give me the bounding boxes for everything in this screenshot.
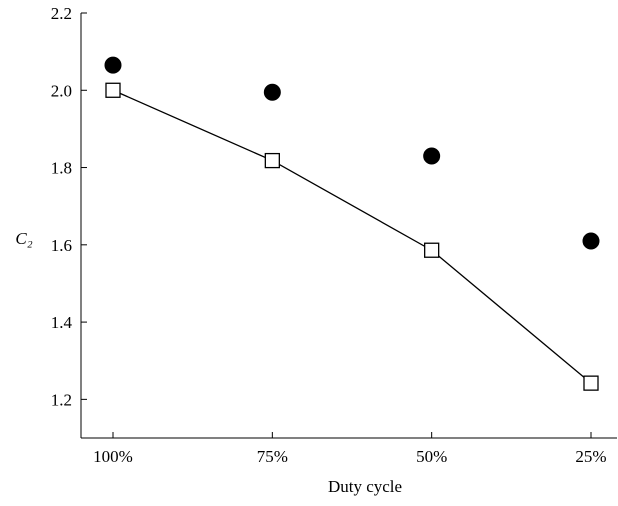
marker — [264, 152, 280, 169]
marker — [583, 375, 599, 391]
y-tick-label: 1.2 — [51, 390, 72, 409]
y-tick-label: 1.6 — [51, 236, 72, 255]
x-tick-label: 25% — [575, 447, 606, 466]
marker — [582, 232, 600, 250]
x-tick-label: 75% — [257, 447, 288, 466]
marker — [105, 82, 121, 98]
x-axis-label: Duty cycle — [328, 477, 402, 496]
y-axis-label: C₂ — [15, 229, 32, 248]
y-tick-label: 2.0 — [51, 81, 72, 100]
series-line — [112, 89, 592, 384]
marker — [424, 242, 440, 258]
x-tick-label: 100% — [93, 447, 133, 466]
x-tick-label: 50% — [416, 447, 447, 466]
marker — [104, 56, 122, 74]
y-tick-label: 1.4 — [51, 313, 73, 332]
marker — [263, 83, 281, 101]
marker — [423, 147, 441, 165]
y-tick-label: 2.2 — [51, 4, 72, 23]
y-tick-label: 1.8 — [51, 159, 72, 178]
